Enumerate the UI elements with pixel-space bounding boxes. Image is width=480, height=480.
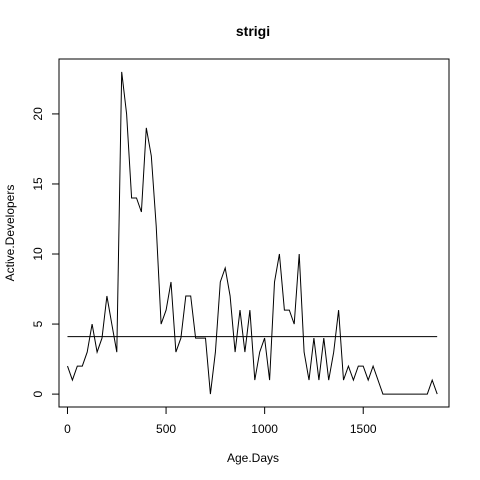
series-line <box>67 71 438 395</box>
y-tick-label: 20 <box>31 107 45 121</box>
x-tick-label: 1000 <box>251 422 278 436</box>
x-tick-label: 0 <box>64 422 71 436</box>
y-axis-label: Active.Developers <box>3 185 17 282</box>
x-axis-label: Age.Days <box>227 451 279 465</box>
x-axis: 0 500 1000 1500 <box>64 406 377 436</box>
y-tick-label: 0 <box>31 390 45 397</box>
y-tick-label: 15 <box>31 177 45 191</box>
y-tick-label: 5 <box>31 320 45 327</box>
y-tick-label: 10 <box>31 247 45 261</box>
x-tick-label: 1500 <box>350 422 377 436</box>
plot-frame <box>58 58 450 408</box>
chart-title: strigi <box>236 23 270 39</box>
y-axis: 0 5 10 15 20 <box>31 107 60 397</box>
x-tick-label: 500 <box>156 422 176 436</box>
